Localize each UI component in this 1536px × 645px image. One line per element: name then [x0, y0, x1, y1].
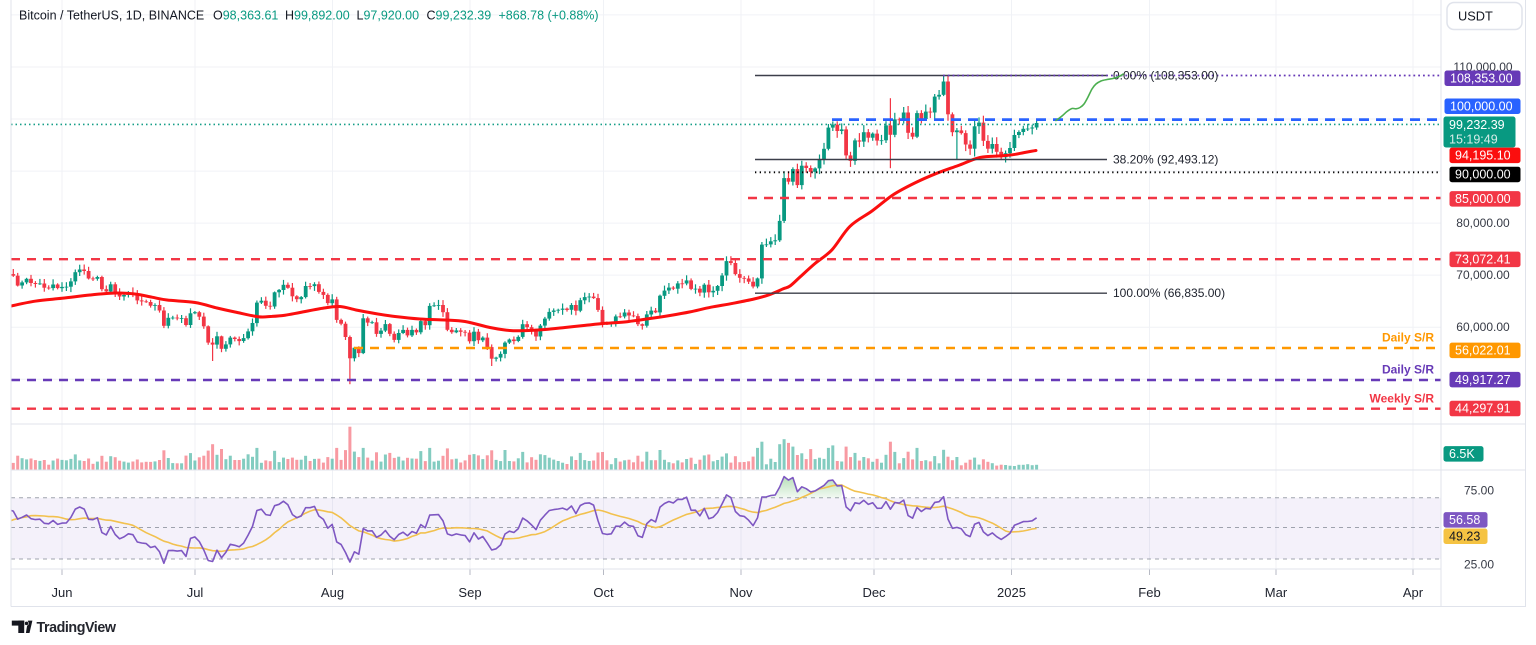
- svg-text:85,000.00: 85,000.00: [1455, 192, 1511, 206]
- svg-text:25.00: 25.00: [1464, 558, 1494, 572]
- svg-text:100,000.00: 100,000.00: [1450, 100, 1513, 114]
- svg-text:70,000.00: 70,000.00: [1456, 268, 1510, 282]
- svg-text:56.58: 56.58: [1449, 513, 1480, 527]
- svg-text:+868.78 (+0.88%): +868.78 (+0.88%): [499, 9, 599, 23]
- svg-text:73,072.41: 73,072.41: [1455, 253, 1511, 267]
- svg-text:56,022.01: 56,022.01: [1455, 344, 1511, 358]
- svg-text:Apr: Apr: [1403, 585, 1424, 600]
- svg-text:TradingView: TradingView: [37, 620, 117, 636]
- svg-text:80,000.00: 80,000.00: [1456, 216, 1510, 230]
- svg-text:90,000.00: 90,000.00: [1455, 168, 1511, 182]
- svg-text:Bitcoin / TetherUS, 1D, BINANC: Bitcoin / TetherUS, 1D, BINANCE: [19, 9, 204, 23]
- svg-text:Daily S/R: Daily S/R: [1382, 331, 1434, 345]
- svg-text:Jul: Jul: [187, 585, 204, 600]
- svg-text:Aug: Aug: [321, 585, 344, 600]
- svg-text:0.00% (108,353.00): 0.00% (108,353.00): [1113, 69, 1218, 83]
- svg-text:Daily S/R: Daily S/R: [1382, 363, 1434, 377]
- svg-text:38.20% (92,493.12): 38.20% (92,493.12): [1113, 153, 1218, 167]
- svg-text:Feb: Feb: [1138, 585, 1160, 600]
- svg-text:60,000.00: 60,000.00: [1456, 320, 1510, 334]
- svg-text:Weekly S/R: Weekly S/R: [1370, 392, 1435, 406]
- svg-text:Oct: Oct: [593, 585, 614, 600]
- svg-text:Jun: Jun: [52, 585, 73, 600]
- svg-text:Nov: Nov: [729, 585, 753, 600]
- svg-text:O98,363.61: O98,363.61: [213, 9, 278, 23]
- svg-text:H99,892.00: H99,892.00: [285, 9, 350, 23]
- svg-text:L97,920.00: L97,920.00: [357, 9, 420, 23]
- svg-text:100.00% (66,835.00): 100.00% (66,835.00): [1113, 286, 1225, 300]
- svg-text:49,917.27: 49,917.27: [1455, 373, 1511, 387]
- svg-text:44,297.91: 44,297.91: [1455, 402, 1511, 416]
- svg-text:75.00: 75.00: [1464, 484, 1494, 498]
- svg-text:6.5K: 6.5K: [1449, 447, 1475, 461]
- svg-text:C99,232.39: C99,232.39: [427, 9, 492, 23]
- svg-text:99,232.39: 99,232.39: [1449, 118, 1505, 132]
- svg-text:Dec: Dec: [862, 585, 886, 600]
- svg-text:15:19:49: 15:19:49: [1449, 132, 1498, 146]
- svg-text:108,353.00: 108,353.00: [1450, 71, 1513, 85]
- svg-text:Sep: Sep: [458, 585, 481, 600]
- svg-text:94,195.10: 94,195.10: [1455, 149, 1511, 163]
- svg-text:Mar: Mar: [1265, 585, 1288, 600]
- svg-text:49.23: 49.23: [1449, 530, 1480, 544]
- svg-text:USDT: USDT: [1458, 8, 1493, 23]
- svg-text:2025: 2025: [997, 585, 1026, 600]
